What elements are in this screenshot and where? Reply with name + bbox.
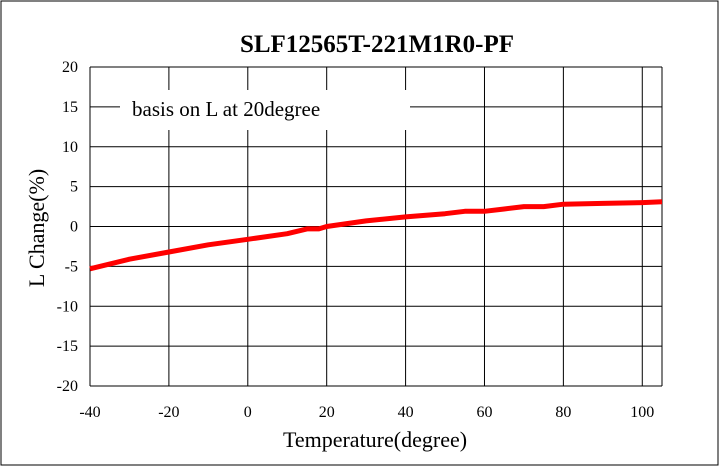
y-tick-label: 15 — [62, 99, 78, 116]
x-tick-label: 80 — [555, 404, 571, 421]
x-tick-label: 20 — [319, 404, 335, 421]
y-tick-label: -5 — [65, 258, 78, 275]
annotation-box — [120, 90, 410, 130]
y-tick-label: 10 — [62, 139, 78, 156]
x-tick-label: 0 — [244, 404, 252, 421]
y-axis-label: L Change(%) — [24, 169, 49, 287]
y-tick-label: 0 — [70, 219, 78, 236]
chart-title: SLF12565T-221M1R0-PF — [240, 31, 514, 58]
x-tick-label: 40 — [398, 404, 414, 421]
x-tick-label: 60 — [476, 404, 492, 421]
y-tick-label: -15 — [57, 338, 78, 355]
y-tick-label: 20 — [62, 59, 78, 76]
series-line — [89, 199, 663, 272]
series — [89, 199, 663, 272]
x-tick-label: -20 — [158, 404, 179, 421]
y-tick-label: -20 — [57, 378, 78, 395]
x-tick-label: 100 — [630, 404, 654, 421]
y-tick-label: -10 — [57, 298, 78, 315]
x-axis-label: Temperature(degree) — [283, 427, 467, 452]
y-tick-label: 5 — [70, 179, 78, 196]
annotation-text: basis on L at 20degree — [132, 97, 320, 121]
x-tick-label: -40 — [79, 404, 100, 421]
